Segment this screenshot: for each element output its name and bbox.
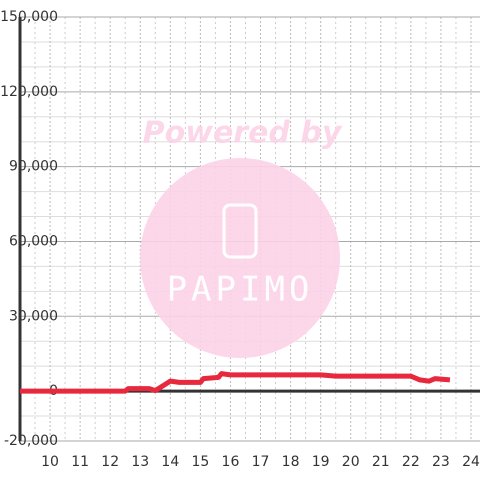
x-tick-label: 15	[191, 454, 209, 470]
x-tick-label: 16	[222, 454, 240, 470]
y-tick-label: -20,000	[4, 433, 58, 449]
watermark-logo: PAPIMO	[167, 270, 314, 310]
x-tick-label: 18	[282, 454, 300, 470]
phone-icon	[222, 203, 258, 259]
x-tick-label: 13	[131, 454, 149, 470]
plot: -20,000030,00060,00090,000120,000150,000…	[0, 9, 480, 470]
x-tick-label: 19	[312, 454, 330, 470]
x-tick-label: 17	[252, 454, 270, 470]
x-tick-label: 22	[402, 454, 420, 470]
y-tick-label: 120,000	[0, 84, 58, 100]
y-tick-label: 90,000	[9, 159, 58, 175]
watermark: Powered by PAPIMO	[140, 116, 343, 358]
y-tick-label: 60,000	[9, 233, 58, 249]
data-line	[20, 371, 451, 394]
x-tick-label: 11	[71, 454, 89, 470]
x-tick-label: 14	[161, 454, 179, 470]
x-tick-label: 21	[372, 454, 390, 470]
y-tick-label: 30,000	[9, 308, 58, 324]
x-tick-label: 23	[432, 454, 450, 470]
x-tick-label: 12	[101, 454, 119, 470]
x-tick-label: 10	[41, 454, 59, 470]
y-tick-label: 150,000	[0, 9, 58, 25]
x-tick-label: 20	[342, 454, 360, 470]
x-tick-label: 24	[462, 454, 480, 470]
watermark-title: Powered by	[143, 116, 343, 151]
